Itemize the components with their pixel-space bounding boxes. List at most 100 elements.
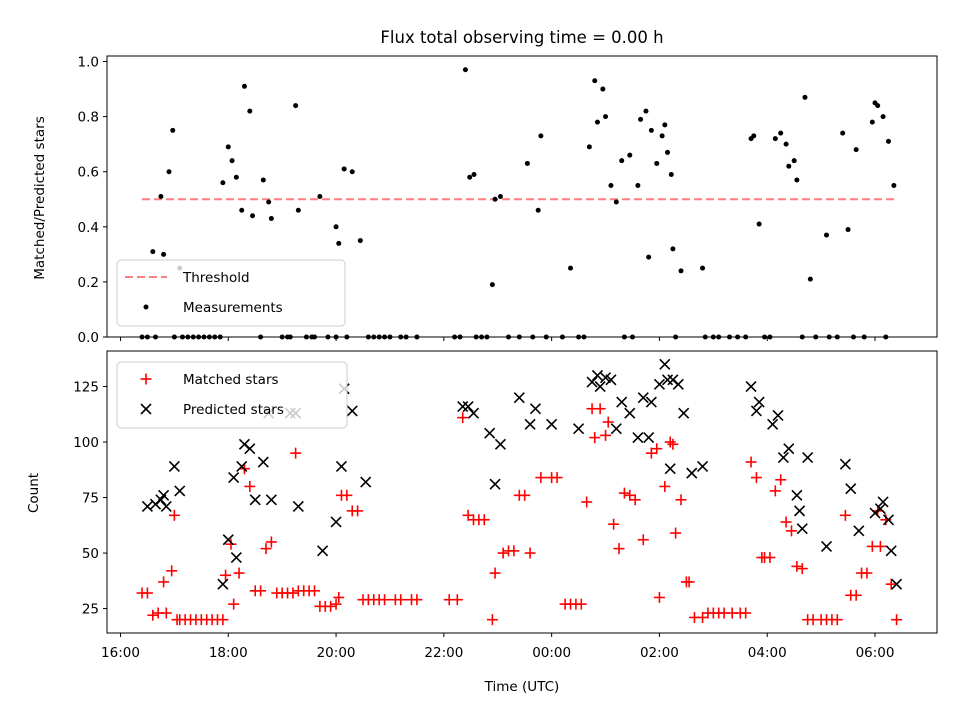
measurement-point — [535, 207, 541, 213]
predicted-star-point — [891, 578, 903, 590]
measurement-point — [891, 182, 897, 188]
predicted-star-point — [783, 443, 795, 455]
measurement-point — [341, 166, 347, 172]
matched-star-point — [551, 472, 563, 484]
ratio-y-ticks: 0.0 0.2 0.4 0.6 0.8 1.0 — [78, 55, 107, 346]
measurement-point — [333, 224, 339, 230]
predicted-star-point — [678, 407, 690, 419]
measurement-point — [239, 207, 245, 213]
count-y-tick-label: 50 — [82, 546, 99, 562]
count-panel: Count Time (UTC) 25 50 75 100 125 16:00 18:00… — [26, 350, 938, 695]
ratio-y-tick-label: 0.8 — [78, 110, 99, 126]
count-x-tick-label: 20:00 — [317, 645, 356, 661]
matched-star-point — [675, 494, 687, 506]
predicted-star-point — [160, 500, 172, 512]
measurement-point — [700, 265, 706, 271]
matched-star-point — [594, 403, 606, 415]
predicted-star-point — [484, 427, 496, 439]
predicted-star-point — [874, 503, 886, 515]
predicted-star-point — [462, 400, 474, 413]
measurement-point — [756, 221, 762, 227]
predicted-star-point — [174, 485, 186, 497]
measurement-point — [613, 199, 619, 205]
measurement-point — [646, 254, 652, 260]
measurement-point — [638, 116, 644, 122]
predicted-star-point — [686, 467, 698, 479]
predicted-star-point — [672, 378, 684, 390]
predicted-star-point — [696, 460, 709, 473]
matched-star-point — [395, 594, 407, 606]
measurement-point — [659, 133, 665, 139]
measurement-point — [497, 194, 503, 199]
matched-star-point — [524, 547, 536, 559]
measurement-point — [869, 119, 875, 125]
matched-star-point — [589, 432, 601, 444]
ratio-y-tick-label: 0.6 — [78, 165, 99, 181]
matched-star-point — [233, 567, 245, 579]
predicted-star-point — [750, 405, 763, 417]
matched-star-point — [664, 436, 676, 448]
legend-measurements-swatch — [143, 304, 149, 310]
predicted-star-point — [168, 460, 180, 473]
matched-star-point — [451, 594, 463, 606]
measurement-point — [772, 136, 778, 142]
predicted-star-point — [885, 545, 897, 557]
count-legend-box — [116, 361, 348, 429]
matched-star-point — [168, 509, 180, 521]
measurement-point — [791, 158, 797, 164]
predicted-star-point — [772, 409, 784, 421]
predicted-star-point — [820, 540, 833, 552]
matched-star-point — [290, 447, 302, 459]
ratio-x-ticks — [119, 337, 876, 341]
legend-predicted-swatch — [140, 403, 152, 415]
matched-star-point — [683, 576, 695, 588]
matched-star-point — [457, 412, 469, 424]
predicted-star-point — [457, 400, 469, 413]
measurement-point — [233, 174, 239, 180]
count-x-ticks: 16:00 18:00 20:00 22:00 00:00 02:00 04:00 06:00 — [101, 633, 894, 661]
predicted-star-point — [632, 432, 644, 444]
measurement-point — [220, 180, 226, 186]
predicted-star-point — [845, 483, 857, 495]
measurement-point — [225, 144, 231, 150]
measurement-point — [619, 158, 625, 164]
matched-star-point — [341, 489, 353, 501]
measurement-point — [467, 174, 473, 180]
measurement-point — [885, 138, 891, 144]
count-x-tick-label: 22:00 — [424, 645, 463, 661]
legend-matched-swatch — [140, 373, 152, 385]
measurement-point — [678, 268, 684, 274]
predicted-star-point — [793, 505, 806, 517]
count-y-tick-label: 100 — [73, 435, 99, 451]
predicted-star-point — [265, 494, 277, 506]
matched-star-point — [265, 536, 277, 548]
predicted-star-point — [661, 374, 674, 386]
measurement-point — [538, 133, 544, 139]
matched-star-point — [667, 438, 679, 450]
matched-star-point — [379, 594, 391, 606]
matched-star-point — [141, 587, 153, 599]
matched-star-point — [637, 534, 649, 546]
count-y-tick-label: 25 — [82, 602, 99, 618]
measurement-point — [492, 196, 498, 202]
matched-star-point — [831, 614, 843, 626]
measurement-point — [853, 147, 859, 153]
measurement-point — [241, 83, 247, 89]
measurement-point — [875, 103, 881, 109]
legend-predicted-marker — [140, 403, 152, 415]
measurement-point — [786, 163, 792, 169]
matched-star-point — [225, 538, 237, 550]
predicted-star-point — [637, 392, 649, 404]
predicted-star-point — [802, 452, 814, 464]
matched-star-point — [352, 505, 364, 517]
legend-matched-marker — [140, 373, 152, 385]
predicted-star-point — [222, 534, 234, 546]
matched-star-point — [220, 569, 232, 581]
measurement-point — [158, 194, 164, 199]
predicted-star-point — [330, 516, 342, 528]
predicted-star-point — [791, 489, 803, 501]
matched-star-point — [581, 496, 593, 508]
measurement-point — [807, 276, 813, 282]
measurement-point — [778, 130, 784, 136]
